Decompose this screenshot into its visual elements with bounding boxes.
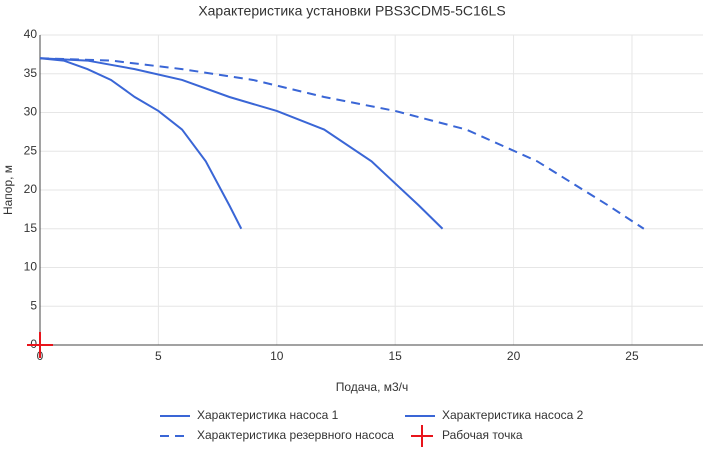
y-tick-label: 25 xyxy=(24,143,38,157)
y-tick-label: 35 xyxy=(24,66,38,80)
x-tick-label: 15 xyxy=(388,349,402,363)
x-tick-label: 20 xyxy=(507,349,521,363)
legend-label: Характеристика резервного насоса xyxy=(197,428,394,442)
legend-label: Рабочая точка xyxy=(442,428,523,442)
working-point xyxy=(27,332,53,358)
chart-title: Характеристика установки PBS3CDM5-5C16LS xyxy=(198,3,505,19)
series-line xyxy=(39,57,645,230)
y-tick-label: 30 xyxy=(24,105,38,119)
y-axis-label: Напор, м xyxy=(1,165,15,215)
x-tick-label: 5 xyxy=(155,349,162,363)
y-tick-label: 10 xyxy=(24,260,38,274)
legend-label: Характеристика насоса 2 xyxy=(442,408,584,422)
x-axis-label: Подача, м3/ч xyxy=(336,380,409,394)
legend-label: Характеристика насоса 1 xyxy=(197,408,339,422)
y-tick-label: 5 xyxy=(30,298,37,312)
x-tick-label: 25 xyxy=(625,349,639,363)
y-tick-label: 40 xyxy=(24,27,38,41)
series-line xyxy=(39,57,444,230)
y-tick-label: 15 xyxy=(24,221,38,235)
y-tick-label: 20 xyxy=(24,182,38,196)
x-tick-label: 10 xyxy=(270,349,284,363)
series-line xyxy=(39,57,243,230)
